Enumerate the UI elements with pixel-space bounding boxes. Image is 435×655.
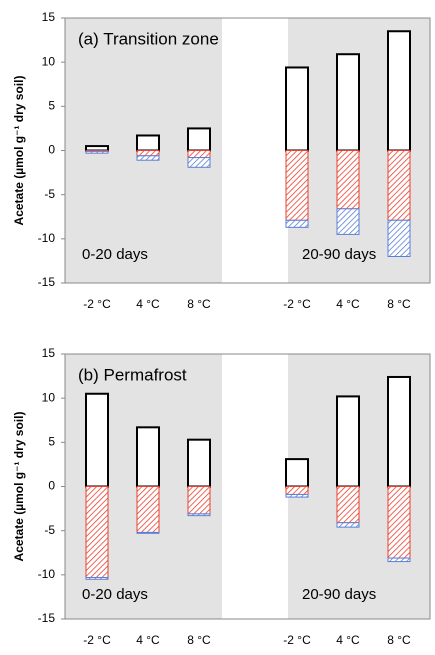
y-tick-label: 15 bbox=[42, 10, 56, 24]
bar bbox=[387, 375, 411, 488]
bar bbox=[387, 557, 411, 563]
x-tick-label: 8 °C bbox=[187, 297, 211, 311]
x-tick-label: 8 °C bbox=[187, 633, 211, 647]
bar bbox=[85, 392, 109, 488]
bar bbox=[187, 127, 211, 152]
bar bbox=[187, 513, 211, 517]
bar bbox=[285, 458, 309, 488]
bar bbox=[285, 493, 309, 498]
group-label: 20-90 days bbox=[302, 246, 376, 263]
x-tick-label: -2 °C bbox=[283, 633, 311, 647]
y-tick-label: -5 bbox=[44, 523, 55, 537]
bar bbox=[136, 134, 160, 152]
x-tick-label: 4 °C bbox=[336, 297, 360, 311]
x-tick-label: -2 °C bbox=[83, 633, 111, 647]
bar bbox=[336, 208, 360, 235]
panel-title: (a) Transition zone bbox=[78, 29, 219, 48]
x-tick-label: 4 °C bbox=[336, 633, 360, 647]
x-tick-label: 8 °C bbox=[387, 297, 411, 311]
bar bbox=[85, 145, 109, 152]
plot-frame bbox=[64, 353, 431, 620]
bar bbox=[187, 150, 211, 159]
bar bbox=[85, 576, 109, 580]
y-tick-label: -5 bbox=[44, 187, 55, 201]
plot-frame bbox=[64, 17, 431, 284]
panel-title: (b) Permafrost bbox=[78, 365, 187, 384]
bar bbox=[85, 150, 109, 154]
x-tick-label: 4 °C bbox=[136, 297, 160, 311]
y-tick-label: -15 bbox=[38, 611, 56, 625]
x-tick-label: 4 °C bbox=[136, 633, 160, 647]
bar bbox=[187, 157, 211, 168]
y-tick-label: -10 bbox=[38, 567, 56, 581]
bar bbox=[187, 438, 211, 488]
y-axis-label: Acetate (µmol g⁻¹ dry soil) bbox=[12, 76, 26, 226]
x-tick-label: -2 °C bbox=[83, 297, 111, 311]
y-tick-label: 5 bbox=[48, 435, 55, 449]
bar bbox=[336, 150, 360, 210]
x-tick-label: 8 °C bbox=[387, 633, 411, 647]
y-tick-label: 15 bbox=[42, 346, 56, 360]
bar bbox=[387, 150, 411, 221]
bar bbox=[336, 522, 360, 528]
y-tick-label: -10 bbox=[38, 231, 56, 245]
bar bbox=[387, 219, 411, 258]
bar bbox=[387, 486, 411, 559]
bar bbox=[285, 66, 309, 152]
group-label: 0-20 days bbox=[82, 246, 148, 263]
bar bbox=[336, 486, 360, 524]
y-tick-label: -15 bbox=[38, 275, 56, 289]
group-label: 20-90 days bbox=[302, 586, 376, 603]
bar bbox=[136, 155, 160, 161]
bar bbox=[285, 219, 309, 228]
y-tick-label: 10 bbox=[42, 390, 56, 404]
bar bbox=[85, 486, 109, 578]
x-tick-label: -2 °C bbox=[283, 297, 311, 311]
bar bbox=[187, 486, 211, 515]
bar bbox=[136, 486, 160, 533]
y-axis-label: Acetate (µmol g⁻¹ dry soil) bbox=[12, 412, 26, 562]
bar bbox=[136, 426, 160, 488]
y-tick-label: 0 bbox=[48, 479, 55, 493]
bar bbox=[336, 395, 360, 488]
group-label: 0-20 days bbox=[82, 586, 148, 603]
bar bbox=[336, 53, 360, 152]
y-tick-label: 0 bbox=[48, 143, 55, 157]
bar bbox=[136, 150, 160, 157]
y-tick-label: 10 bbox=[42, 54, 56, 68]
y-tick-label: 5 bbox=[48, 99, 55, 113]
bar bbox=[387, 30, 411, 152]
bar bbox=[285, 150, 309, 221]
bar bbox=[136, 531, 160, 534]
bar bbox=[285, 486, 309, 495]
